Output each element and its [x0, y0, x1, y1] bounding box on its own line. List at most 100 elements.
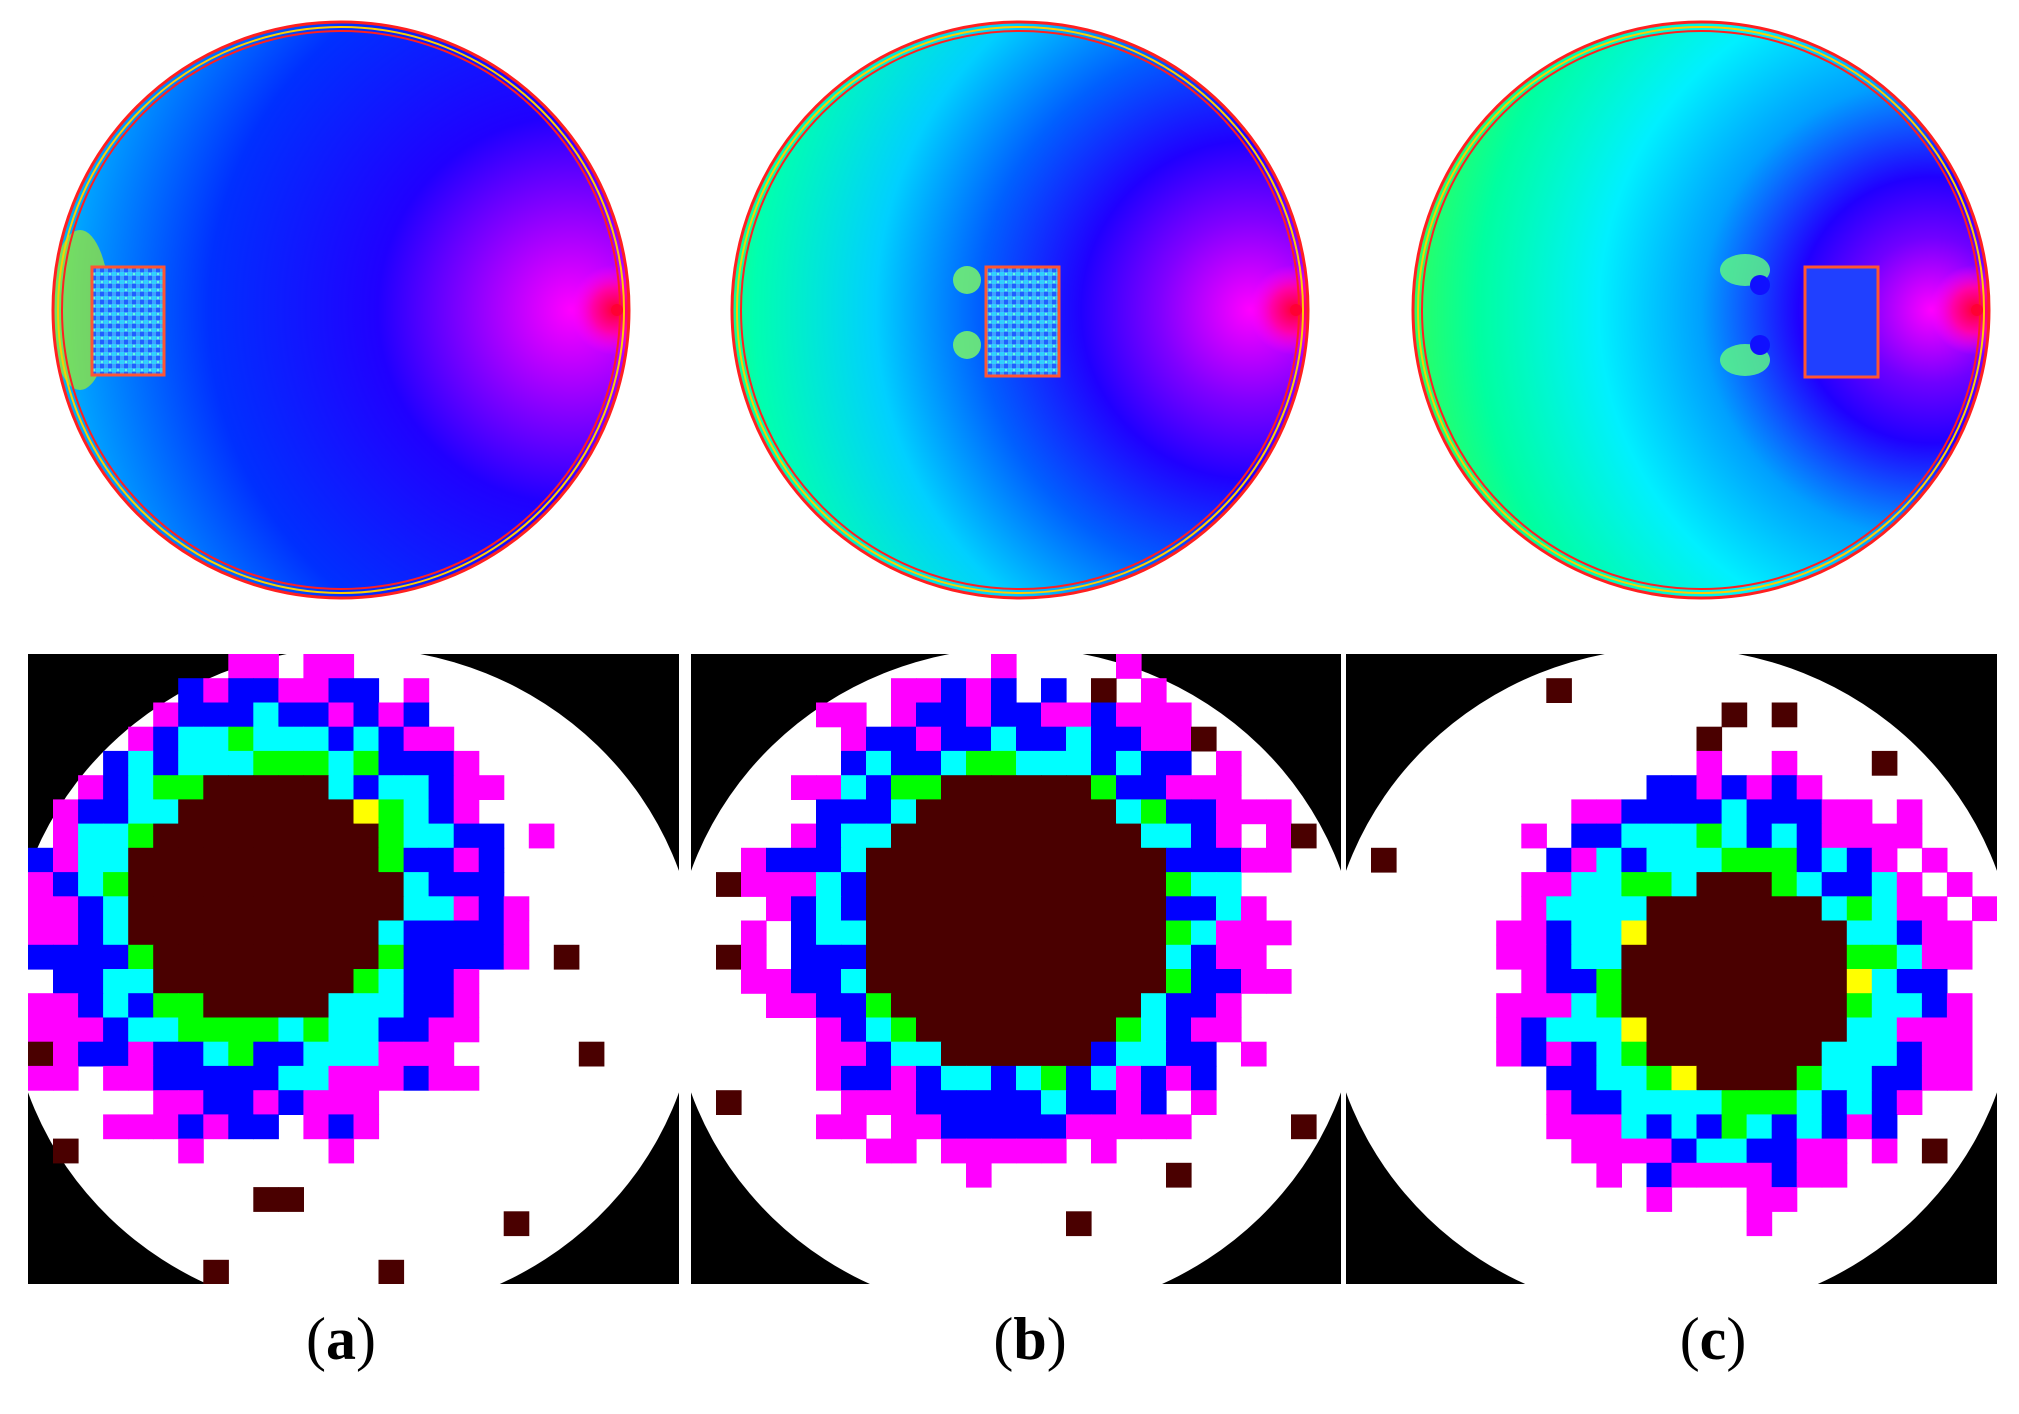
reconstruction-pixel: [1266, 969, 1292, 994]
reconstruction-pixel: [203, 799, 229, 825]
reconstruction-pixel: [1041, 944, 1067, 970]
reconstruction-pixel: [1216, 920, 1242, 946]
reconstruction-pixel: [866, 799, 892, 825]
reconstruction-pixel: [1191, 920, 1217, 946]
reconstruction-pixel: [253, 1017, 279, 1043]
reconstruction-pixel: [1116, 823, 1142, 849]
reconstruction-pixel: [378, 969, 405, 994]
reconstruction-pixel: [1041, 750, 1067, 776]
reconstruction-pixel: [941, 993, 967, 1018]
reconstruction-pixel: [916, 750, 942, 776]
reconstruction-pixel: [1166, 799, 1192, 825]
reconstruction-pixel: [28, 1065, 54, 1091]
reconstruction-pixel: [1596, 1090, 1622, 1115]
reconstruction-pixel: [153, 920, 179, 946]
reconstruction-pixel: [103, 896, 129, 922]
reconstruction-pixel: [841, 847, 867, 873]
simulation-panel-b: [730, 20, 1310, 600]
reconstruction-pixel: [1041, 799, 1067, 825]
reconstruction-pixel: [1571, 1138, 1597, 1164]
reconstruction-pixel: [1066, 993, 1092, 1018]
reconstruction-pixel: [228, 1017, 254, 1043]
reconstruction-pixel: [1946, 1065, 1973, 1091]
reconstruction-pixel: [228, 993, 254, 1018]
reconstruction-pixel: [1771, 1065, 1798, 1091]
reconstruction-pixel: [966, 944, 992, 970]
panel-label-b: (b): [993, 1306, 1067, 1372]
reconstruction-pixel: [53, 823, 79, 849]
reconstruction-pixel: [941, 823, 967, 849]
reconstruction-pixel: [1216, 896, 1242, 922]
reconstruction-pixel: [816, 872, 842, 897]
reconstruction-pixel: [1771, 1017, 1798, 1043]
reconstruction-pixel: [1596, 872, 1622, 897]
reconstruction-pixel: [1921, 920, 1948, 946]
reconstruction-pixel: [1166, 1017, 1192, 1043]
reconstruction-pixel: [103, 823, 129, 849]
reconstruction-pixel: [328, 1090, 355, 1115]
reconstruction-pixel: [1796, 944, 1823, 970]
reconstruction-pixel: [1871, 1065, 1898, 1091]
reconstruction-pixel: [1571, 969, 1597, 994]
reconstruction-pixel: [28, 872, 54, 897]
reconstruction-pixel: [278, 823, 304, 849]
reconstruction-pixel: [203, 896, 229, 922]
reconstruction-pixel: [203, 726, 229, 752]
reconstruction-pixel: [1016, 823, 1042, 849]
reconstruction-pixel: [941, 1065, 967, 1091]
reconstruction-pixel: [1746, 1138, 1773, 1164]
reconstruction-pixel: [866, 1090, 892, 1115]
reconstruction-pixel: [1646, 1090, 1673, 1115]
reconstruction-pixel: [891, 847, 917, 873]
reconstruction-pixel: [353, 702, 380, 728]
reconstruction-pixel: [253, 1041, 279, 1067]
reconstruction-pixel: [1216, 750, 1242, 776]
reconstruction-pixel: [1646, 847, 1673, 873]
reconstruction-pixel: [891, 920, 917, 946]
reconstruction-pixel: [78, 775, 104, 800]
reconstruction-pixel: [1091, 775, 1117, 800]
reconstruction-pixel: [841, 1065, 867, 1091]
reconstruction-pixel: [553, 944, 580, 970]
reconstruction-pixel: [1266, 823, 1292, 849]
reconstruction-pixel: [253, 654, 279, 679]
reconstruction-pixel: [1241, 799, 1267, 825]
reconstruction-pixel: [53, 896, 79, 922]
reconstruction-pixel: [503, 896, 530, 922]
reconstruction-pixel: [741, 872, 767, 897]
reconstruction-pixel: [1571, 823, 1597, 849]
reconstruction-pixel: [1091, 678, 1117, 703]
reconstruction-pixel: [478, 920, 505, 946]
reconstruction-pixel: [816, 944, 842, 970]
reconstruction-pixel: [1696, 726, 1723, 752]
reconstruction-pixel: [1066, 920, 1092, 946]
reconstruction-pixel: [1091, 1017, 1117, 1043]
reconstruction-pixel: [153, 896, 179, 922]
reconstruction-pixel: [278, 920, 304, 946]
reconstruction-pixel: [303, 969, 329, 994]
reconstruction-pixel: [1746, 1211, 1773, 1237]
reconstruction-pixel: [1846, 1065, 1873, 1091]
reconstruction-pixel: [1016, 969, 1042, 994]
reconstruction-pixel: [403, 750, 430, 776]
reconstruction-pixel: [103, 993, 129, 1018]
reconstruction-pixel: [1821, 847, 1848, 873]
reconstruction-pixel: [816, 775, 842, 800]
reconstruction-pixel: [1116, 1090, 1142, 1115]
reconstruction-pixel: [916, 896, 942, 922]
reconstruction-pixel: [991, 678, 1017, 703]
reconstruction-pixel: [153, 1090, 179, 1115]
reconstruction-pixel: [1596, 1041, 1622, 1067]
reconstruction-pixel: [328, 944, 355, 970]
reconstruction-pixel: [891, 702, 917, 728]
reconstruction-pixel: [328, 1017, 355, 1043]
reconstruction-pixel: [1671, 872, 1698, 897]
reconstruction-pixel: [228, 823, 254, 849]
reconstruction-pixel: [816, 1017, 842, 1043]
reconstruction-pixel: [1646, 896, 1673, 922]
reconstruction-pixel: [1041, 920, 1067, 946]
reconstruction-pixel: [916, 678, 942, 703]
reconstruction-pixel: [966, 1138, 992, 1164]
reconstruction-pixel: [1216, 944, 1242, 970]
reconstruction-pixel: [966, 702, 992, 728]
